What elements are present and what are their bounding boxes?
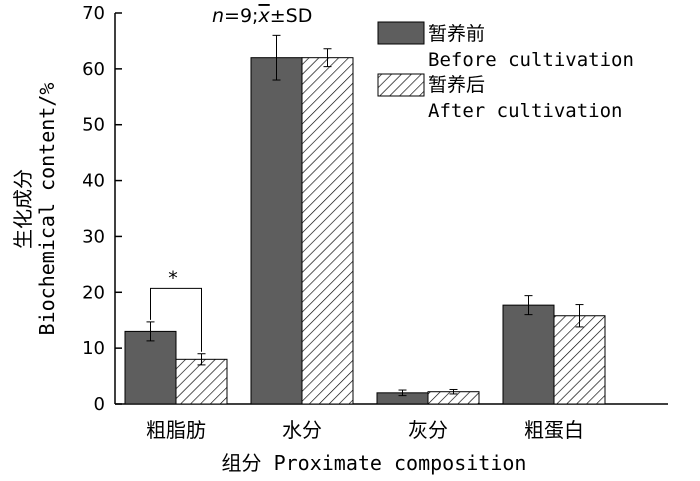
x-tick-label-3: 粗蛋白 [524, 418, 584, 442]
bar-after-1 [301, 57, 354, 405]
stats-mean-symbol: x [257, 5, 270, 27]
y-tick-label: 50 [82, 115, 105, 136]
stats-n-value: =9; [224, 5, 258, 27]
legend-label-after-en: After cultivation [428, 100, 622, 122]
y-tick-label: 40 [82, 171, 105, 192]
significance-asterisk: * [168, 267, 178, 289]
legend-label-before-zh: 暂养前 [428, 23, 485, 45]
y-tick-label: 0 [94, 394, 105, 415]
y-tick-label: 20 [82, 282, 105, 303]
significance-bracket: * [150, 267, 202, 352]
bar-after-0 [175, 358, 228, 405]
bar-before-0 [124, 330, 177, 405]
x-tick-label-2: 灰分 [408, 418, 448, 442]
error-bars-layer [146, 34, 584, 397]
legend-label-before-en: Before cultivation [428, 49, 634, 71]
legend: 暂养前 Before cultivation 暂养后 After cultiva… [377, 21, 634, 122]
y-axis-ticks: 0 10 20 30 40 50 60 70 [82, 3, 122, 415]
y-axis-title-en: Biochemical content/% [35, 83, 59, 336]
y-axis-title-zh: 生化成分 [11, 169, 35, 249]
y-tick-label: 70 [82, 3, 105, 24]
y-tick-label: 60 [82, 59, 105, 80]
stats-n-symbol: n [212, 5, 224, 27]
legend-swatch-before [377, 21, 425, 45]
bar-before-3 [502, 304, 555, 405]
stats-note: n=9;x±SD [212, 5, 312, 27]
x-axis-tick-labels: 粗脂肪 水分 灰分 粗蛋白 [146, 418, 584, 442]
significance-bracket-line [150, 287, 202, 352]
x-tick-label-0: 粗脂肪 [146, 418, 206, 442]
bars-layer [124, 57, 606, 405]
stats-sd-text: ±SD [270, 5, 313, 27]
y-tick-label: 30 [82, 226, 105, 247]
y-tick-label: 10 [82, 338, 105, 359]
bar-after-3 [553, 315, 606, 405]
x-axis-title: 组分 Proximate composition [222, 451, 527, 475]
bar-before-1 [250, 57, 303, 405]
x-tick-label-1: 水分 [282, 418, 322, 442]
legend-label-after-zh: 暂养后 [428, 74, 485, 96]
legend-swatch-after [377, 73, 425, 97]
